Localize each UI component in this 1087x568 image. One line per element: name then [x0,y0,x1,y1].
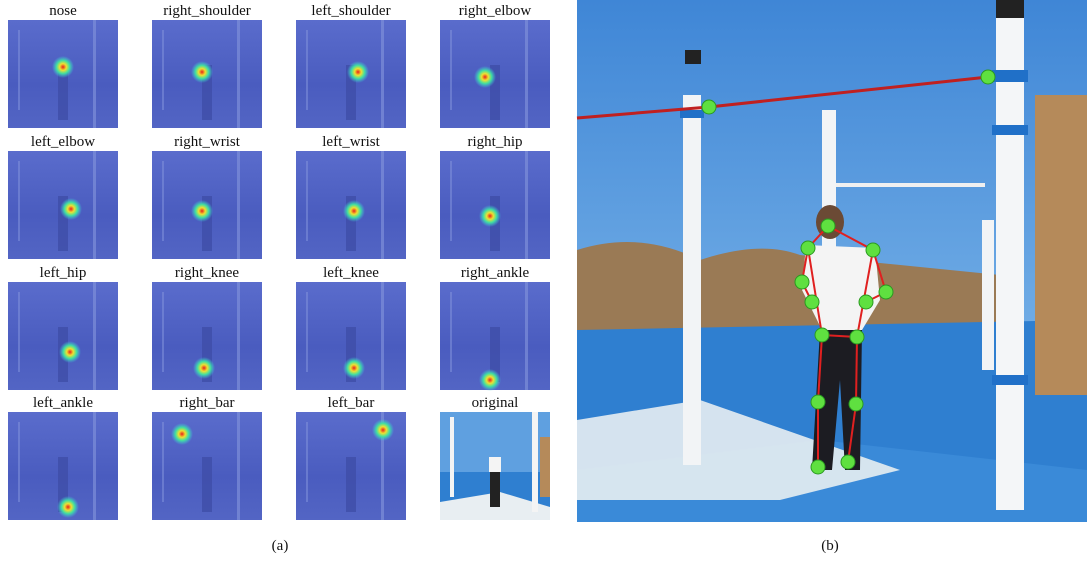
tile-pole [162,161,164,241]
heat-spot [479,369,501,391]
tile-pole [93,282,96,390]
tile-person [202,457,212,512]
tile-pole [306,292,308,372]
tile-label: left_knee [323,265,379,281]
tile-label: left_ankle [33,395,93,411]
tile [152,151,262,259]
heat-spot [372,419,394,441]
tile-label: nose [49,3,77,19]
tile-pole [237,282,240,390]
tile-pole [306,161,308,241]
tile-person [489,457,501,472]
tile-label: right_knee [175,265,239,281]
tile-pole [525,151,528,259]
tile-pole [162,422,164,502]
panel-label: (a) [272,538,289,554]
photo [577,0,1087,522]
tile-pole [525,20,528,128]
tile [8,20,118,128]
tile [8,412,118,520]
tile-pole [18,292,20,372]
tile-wall [540,437,550,497]
heat-spot [171,423,193,445]
tile-pole [525,282,528,390]
tile-label: right_shoulder [163,3,251,19]
tile-label: right_bar [180,395,235,411]
tile-label: right_ankle [461,265,530,281]
heatmap-grid: nose right_shoulder left_shoulder right_elb… [8,3,550,520]
tile-pole [93,412,96,520]
heat-spot [52,56,74,78]
heat-spot [57,496,79,518]
heat-spot [191,61,213,83]
tile-pole [18,422,20,502]
tile [440,412,550,520]
heat-spot [193,357,215,379]
tile-pole [93,151,96,259]
tile-label: right_wrist [174,134,241,150]
tile-label: left_bar [328,395,375,411]
tile [296,151,406,259]
tile-pole [381,20,384,128]
heat-spot [347,61,369,83]
tile [296,412,406,520]
tile [152,20,262,128]
panel-label: (b) [821,538,839,554]
figure: nose right_shoulder left_shoulder right_elb… [0,0,1087,563]
heat-spot [343,200,365,222]
tile-pole [162,30,164,110]
tile-pole [450,161,452,241]
tile-pole [237,412,240,520]
tile-person [346,457,356,512]
tile [152,412,262,520]
tile [440,282,550,391]
tile-label: right_elbow [459,3,532,19]
heat-spot [60,198,82,220]
tile-pole [306,30,308,110]
tile [440,20,550,128]
tile-label: right_hip [468,134,523,150]
tile-pole [306,422,308,502]
tile-pole [237,20,240,128]
heat-spot [59,341,81,363]
tile-pole [162,292,164,372]
tile-label: left_hip [40,265,87,281]
tile-label: left_wrist [322,134,380,150]
tile-pole [237,151,240,259]
tile-label: left_elbow [31,134,95,150]
heat-spot [343,357,365,379]
tile [296,282,406,390]
heat-spot [474,66,496,88]
tile [8,282,118,390]
heat-spot [191,200,213,222]
tile-label: original [472,395,519,411]
tile-pole [93,20,96,128]
tile-pole [381,151,384,259]
tile-pole [450,292,452,372]
tile [8,151,118,259]
tile-pole [18,161,20,241]
tile-pole [18,30,20,110]
tile [440,151,550,259]
tile-pole [450,30,452,110]
tile-pole [532,412,538,512]
tile-pole [381,282,384,390]
tile-pole [450,417,454,497]
tile-label: left_shoulder [311,3,390,19]
heat-spot [479,205,501,227]
tile [152,282,262,390]
tile [296,20,406,128]
